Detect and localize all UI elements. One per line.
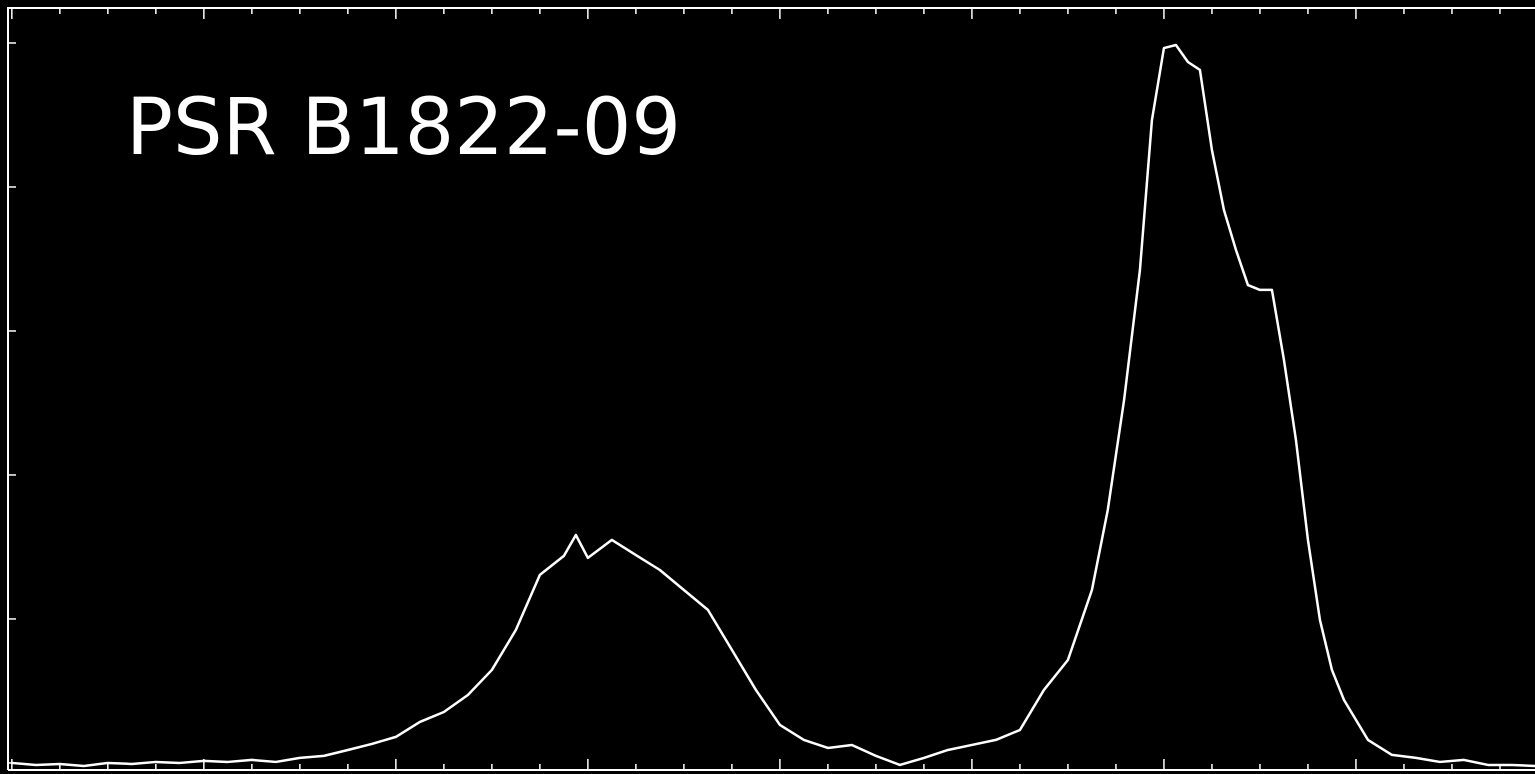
chart-title: PSR B1822-09 [126, 83, 681, 173]
frame [7, 7, 1535, 771]
profile-line [11, 43, 1535, 768]
